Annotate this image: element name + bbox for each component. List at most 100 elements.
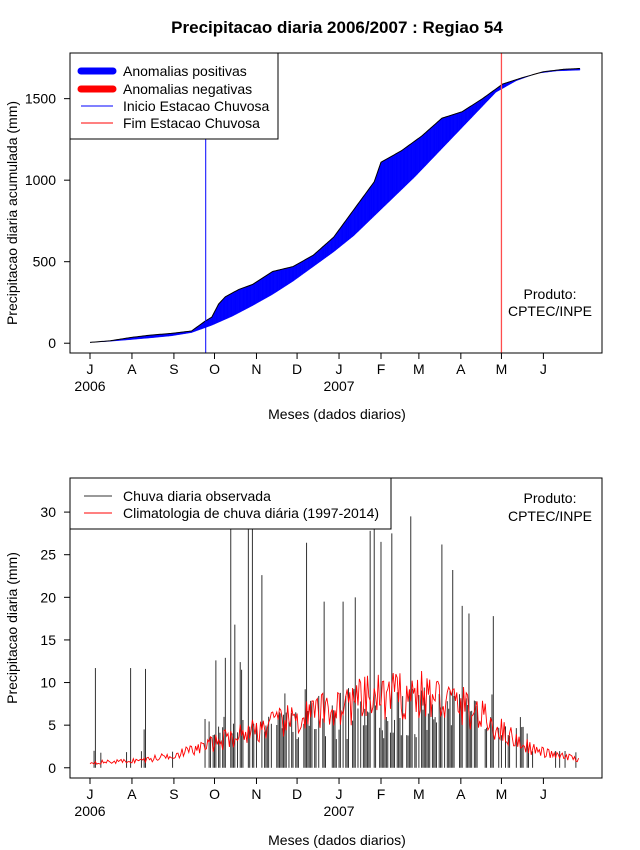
positive-anomaly-area	[440, 117, 443, 151]
positive-anomaly-area	[219, 300, 222, 323]
top-x-axis-title: Meses (dados diarios)	[268, 406, 406, 422]
positive-anomaly-area	[222, 297, 225, 321]
positive-anomaly-area	[296, 263, 299, 279]
positive-anomaly-area	[437, 120, 440, 154]
positive-anomaly-area	[374, 177, 376, 217]
positive-anomaly-area	[349, 212, 352, 240]
positive-anomaly-area	[445, 116, 448, 145]
positive-anomaly-area	[230, 292, 233, 318]
bottom-y-tick-label: 25	[40, 547, 56, 563]
bottom-legend: Chuva diaria observada Climatologia de c…	[69, 477, 392, 530]
bottom-y-axis-title: Precipitacao diaria (mm)	[4, 552, 20, 704]
top-y-axis: 0 500 1000 1500	[25, 91, 71, 351]
positive-anomaly-area	[409, 143, 411, 183]
positive-anomaly-area	[254, 281, 257, 305]
positive-anomaly-area	[321, 246, 323, 262]
bottom-x-tick-label: D	[292, 786, 302, 802]
positive-anomaly-area	[421, 134, 424, 171]
positive-anomaly-area	[372, 181, 375, 218]
positive-anomaly-area	[447, 115, 449, 144]
positive-anomaly-area	[315, 251, 318, 266]
top-x-tick-label: J	[87, 361, 94, 377]
positive-anomaly-area	[280, 268, 283, 290]
positive-anomaly-area	[245, 286, 248, 310]
positive-anomaly-area	[246, 285, 249, 309]
positive-anomaly-area	[284, 267, 287, 287]
positive-anomaly-area	[300, 260, 303, 276]
bottom-x-tick-label: S	[169, 786, 178, 802]
positive-anomaly-area	[428, 128, 430, 164]
positive-anomaly-area	[480, 98, 483, 109]
top-legend: Anomalias positivas Anomalias negativas …	[69, 52, 279, 140]
positive-anomaly-area	[257, 279, 260, 304]
top-x-tick-label: M	[413, 361, 425, 377]
positive-anomaly-area	[210, 316, 213, 327]
bottom-x-tick-label: A	[456, 786, 466, 802]
positive-anomaly-area	[346, 216, 349, 242]
top-y-tick-label: 0	[48, 335, 56, 351]
legend-label-observed: Chuva diaria observada	[123, 488, 271, 504]
positive-anomaly-area	[364, 192, 367, 226]
positive-anomaly-area	[286, 267, 288, 286]
positive-anomaly-area	[468, 106, 471, 121]
positive-anomaly-area	[432, 124, 434, 160]
positive-anomaly-area	[299, 261, 302, 277]
positive-anomaly-area	[235, 289, 238, 315]
top-x-year-label: 2006	[74, 378, 105, 394]
bottom-y-tick-label: 5	[48, 717, 56, 733]
positive-anomaly-area	[302, 260, 305, 275]
positive-anomaly-area	[426, 129, 429, 165]
positive-anomaly-area	[379, 162, 382, 212]
positive-anomaly-area	[459, 111, 462, 131]
positive-anomaly-area	[292, 265, 295, 282]
positive-anomaly-area	[355, 205, 357, 235]
top-x-year-label: 2007	[323, 378, 354, 394]
top-x-tick-label: D	[292, 361, 302, 377]
positive-anomaly-area	[453, 113, 456, 137]
positive-anomaly-area	[328, 240, 330, 257]
positive-anomaly-area	[298, 262, 300, 278]
positive-anomaly-area	[363, 194, 365, 227]
top-x-tick-label: F	[377, 361, 386, 377]
positive-anomaly-area	[384, 158, 387, 207]
positive-anomaly-area	[411, 141, 414, 180]
positive-anomaly-area	[387, 157, 390, 204]
positive-anomaly-area	[323, 243, 326, 260]
top-legend-box	[69, 52, 279, 140]
positive-anomaly-area	[425, 130, 428, 167]
bottom-plot-area	[69, 477, 603, 779]
bottom-credit-line-1: Produto:	[524, 490, 577, 506]
positive-anomaly-area	[415, 138, 418, 176]
positive-anomaly-area	[424, 132, 426, 168]
positive-anomaly-area	[448, 115, 451, 143]
positive-anomaly-area	[336, 231, 338, 251]
positive-anomaly-area	[357, 201, 360, 233]
top-x-tick-label: O	[209, 361, 220, 377]
positive-anomaly-area	[237, 289, 240, 314]
positive-anomaly-area	[277, 269, 280, 292]
positive-anomaly-area	[472, 103, 475, 117]
positive-anomaly-area	[434, 122, 437, 157]
positive-anomaly-area	[406, 145, 409, 186]
positive-anomaly-area	[333, 234, 336, 253]
positive-anomaly-area	[241, 287, 244, 312]
positive-anomaly-area	[307, 257, 310, 271]
legend-label-climatology: Climatologia de chuva diária (1997-2014)	[123, 505, 379, 521]
positive-anomaly-area	[279, 269, 282, 291]
legend-label-season-end: Fim Estacao Chuvosa	[123, 115, 260, 131]
top-x-tick-label: J	[540, 361, 547, 377]
positive-anomaly-area	[341, 223, 344, 246]
positive-anomaly-area	[233, 291, 236, 316]
top-credit-line-2: CPTEC/INPE	[508, 303, 592, 319]
positive-anomaly-area	[283, 268, 286, 288]
positive-anomaly-area	[394, 153, 397, 197]
positive-anomaly-area	[444, 116, 447, 147]
positive-anomaly-area	[371, 183, 374, 220]
positive-anomaly-area	[476, 100, 479, 113]
top-y-tick-label: 500	[33, 254, 57, 270]
positive-anomaly-area	[470, 105, 472, 120]
positive-anomaly-area	[405, 146, 407, 187]
positive-anomaly-area	[399, 150, 402, 192]
top-credit-line-1: Produto:	[524, 286, 577, 302]
